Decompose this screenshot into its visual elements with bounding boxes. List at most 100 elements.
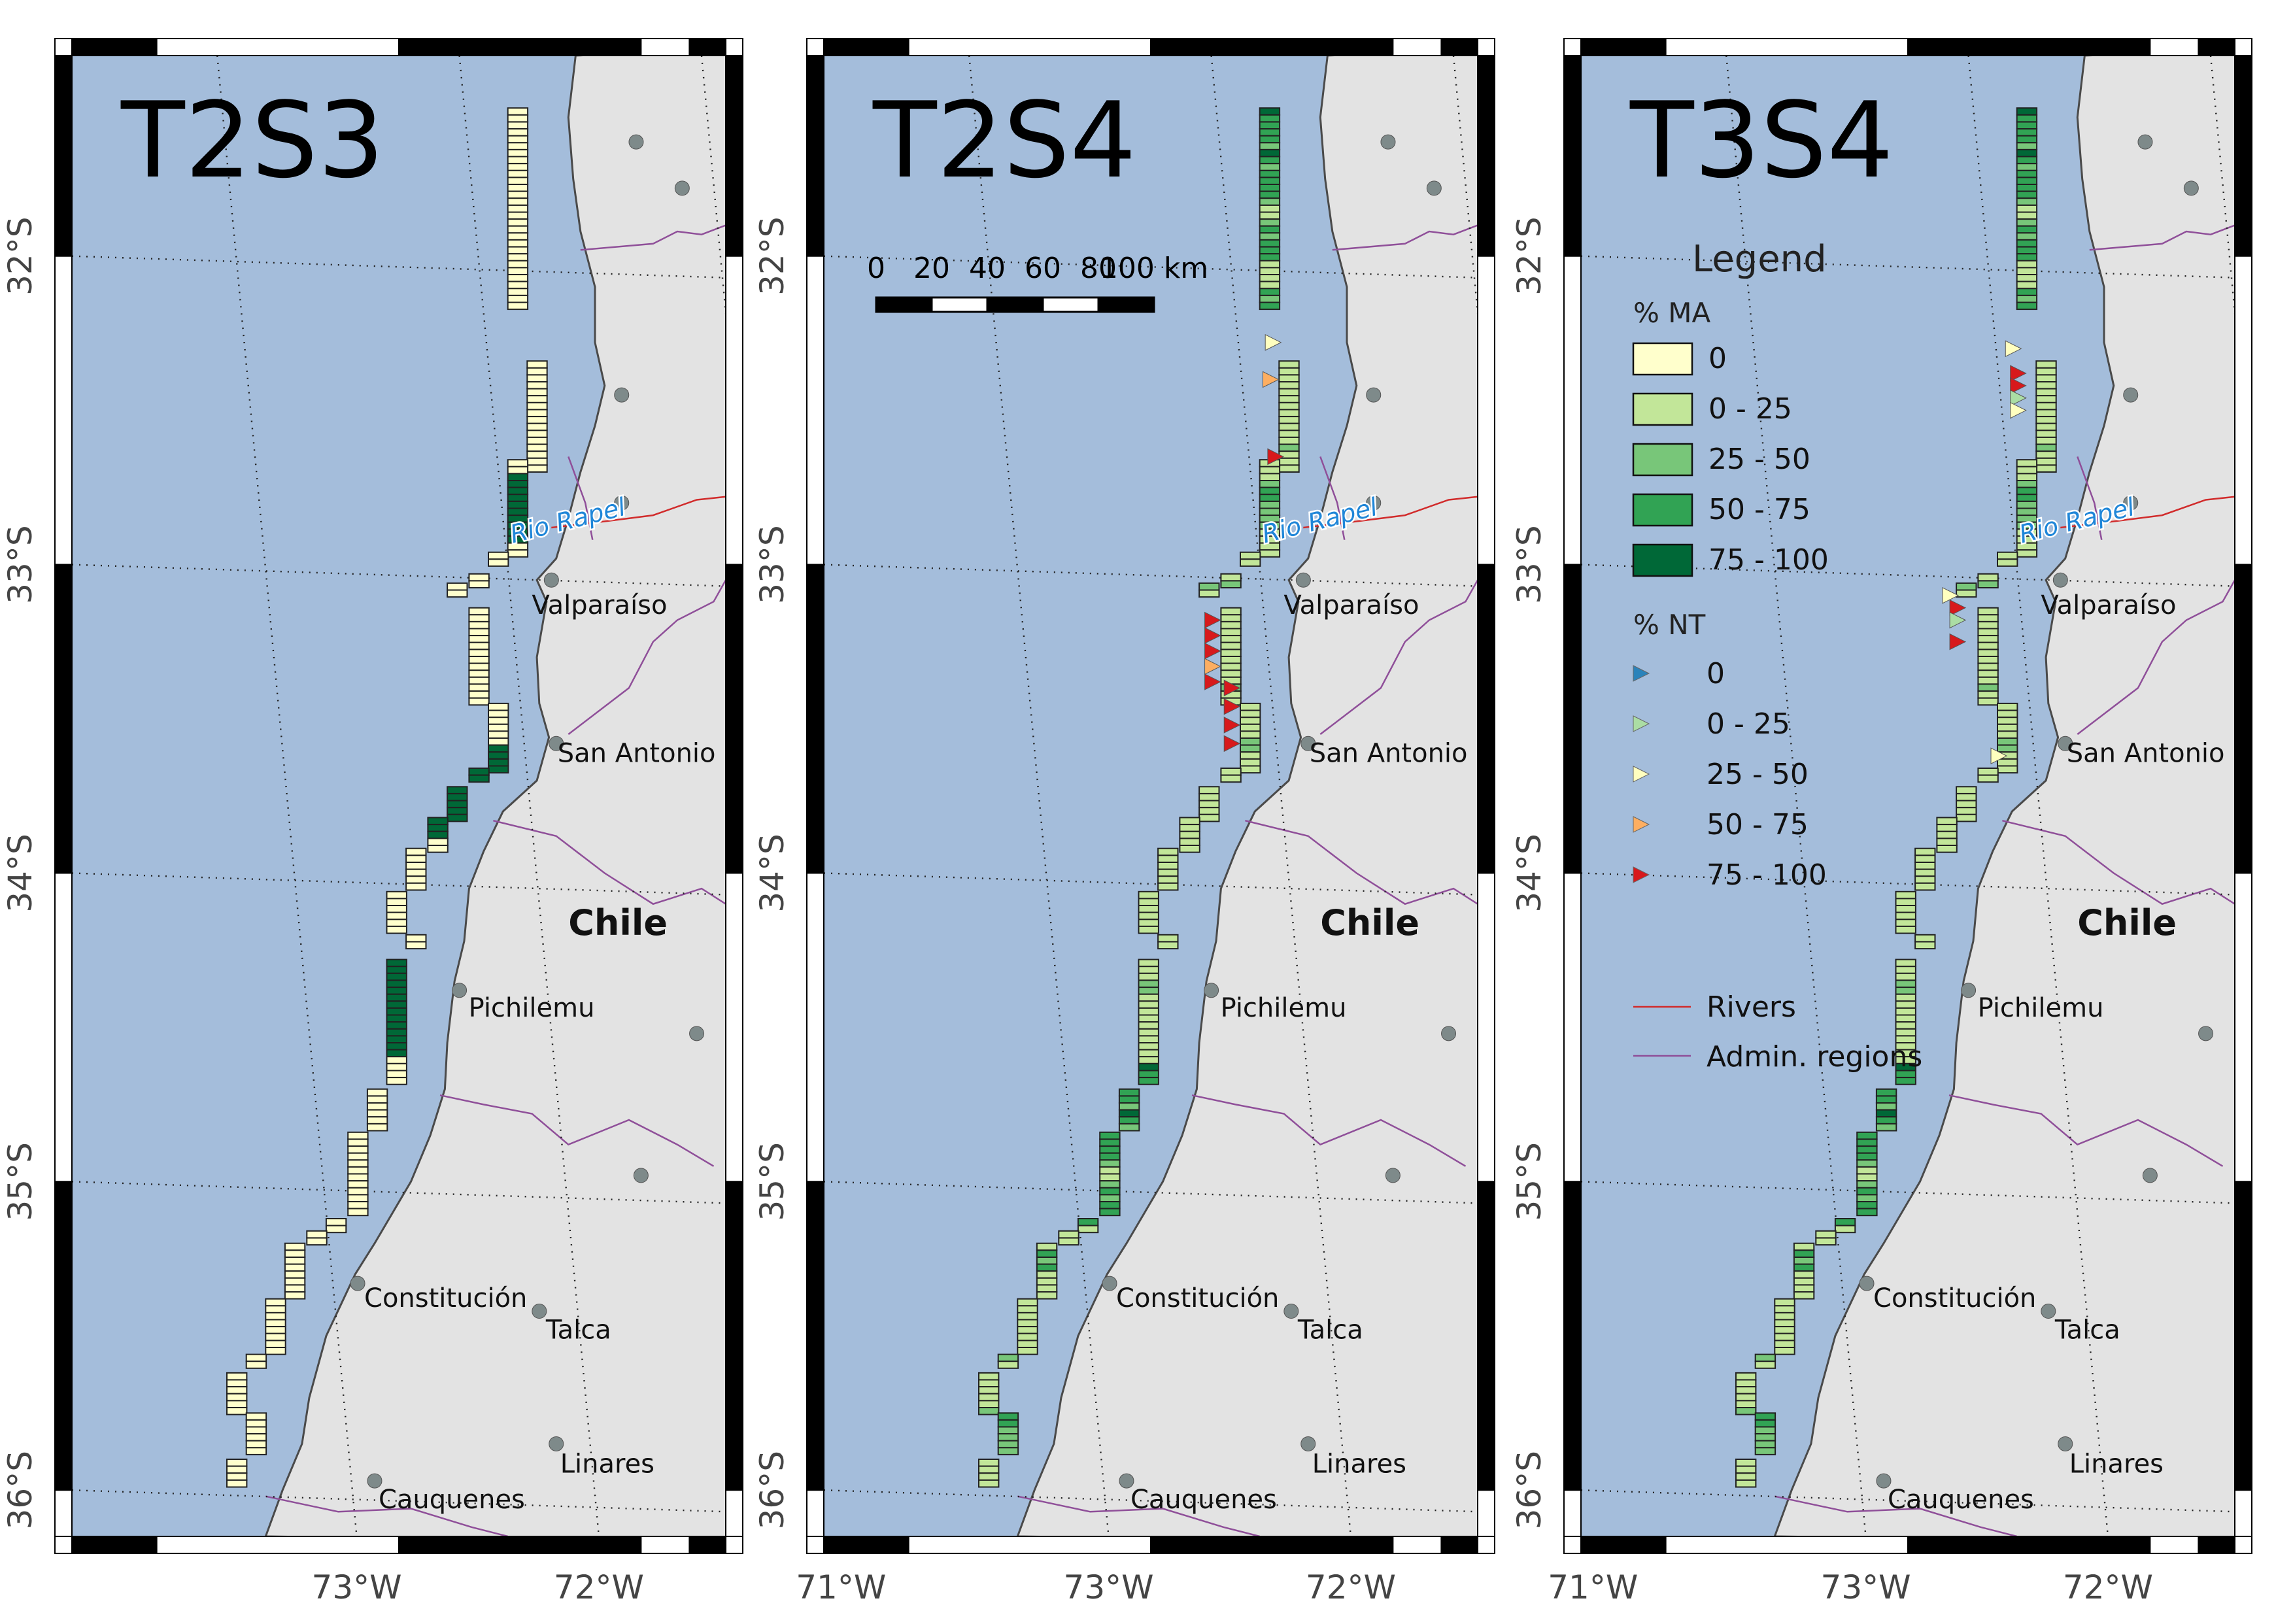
ma-cell <box>386 1007 407 1016</box>
ma-cell <box>1017 1319 1038 1328</box>
ma-cell <box>1259 494 1281 502</box>
ma-cell <box>1259 121 1281 130</box>
frame-bar <box>640 1536 690 1554</box>
ma-cell <box>284 1249 306 1258</box>
ma-cell <box>507 197 529 206</box>
ma-cell <box>1138 1000 1159 1009</box>
city-marker <box>452 983 467 998</box>
ma-cell <box>1036 1284 1058 1293</box>
ma-cell <box>1220 635 1242 643</box>
nt-marker <box>2010 401 2027 419</box>
ma-cell <box>1856 1201 1878 1210</box>
ma-cell <box>2016 163 2038 171</box>
ma-cell <box>226 1393 248 1402</box>
scale-bar-segment <box>930 296 989 313</box>
ma-cell <box>1977 662 1999 671</box>
ma-cell <box>978 1372 1000 1381</box>
legend-nt-marker <box>1633 715 1650 732</box>
ma-cell <box>226 1407 248 1415</box>
river-rapel <box>551 496 726 529</box>
ma-cell <box>526 409 548 418</box>
ma-cell <box>468 607 490 616</box>
ma-cell <box>447 582 468 591</box>
ma-cell <box>1278 416 1300 424</box>
city-label: Valparaíso <box>1283 590 1419 620</box>
ma-cell <box>2035 388 2057 397</box>
ma-cell <box>1278 395 1300 403</box>
ma-cell <box>1259 225 1281 234</box>
ma-cell <box>488 702 509 711</box>
ma-cell <box>386 919 407 927</box>
ma-cell <box>245 1412 267 1421</box>
ma-cell <box>1735 1459 1757 1467</box>
legend-ma-label: 0 <box>1708 342 1727 375</box>
ma-cell <box>1875 1116 1897 1125</box>
ma-cell <box>1240 709 1261 719</box>
scale-bar-segment <box>875 296 933 313</box>
ma-cell <box>1754 1447 1776 1455</box>
ma-cell <box>1220 768 1242 776</box>
ma-cell <box>265 1326 286 1334</box>
ma-cell <box>1240 558 1261 567</box>
frame-bar <box>1477 255 1495 566</box>
lat-tick-label: 32°S <box>753 217 791 296</box>
ma-cell <box>1259 549 1281 558</box>
nt-marker <box>1267 448 1285 465</box>
frame-bar <box>1392 38 1442 56</box>
ma-cell <box>347 1145 369 1154</box>
lon-tick-label: 71°W <box>1548 1568 1638 1606</box>
frame-bar <box>1477 1181 1495 1491</box>
city-marker <box>549 1436 564 1451</box>
ma-cell <box>1259 280 1281 290</box>
city-marker <box>350 1276 365 1291</box>
ma-cell <box>245 1440 267 1449</box>
ma-cell <box>1774 1319 1795 1328</box>
ma-cell <box>1157 854 1179 863</box>
lon-tick-label: 72°W <box>554 1568 644 1606</box>
ma-cell <box>1179 837 1200 847</box>
ma-cell <box>1278 430 1300 438</box>
ma-cell <box>2016 294 2038 303</box>
ma-cell <box>2016 486 2038 496</box>
river-rapel <box>2060 496 2235 529</box>
ma-cell <box>2016 459 2038 467</box>
frame-bar <box>2198 1536 2236 1554</box>
ma-cell <box>997 1440 1019 1449</box>
nt-marker <box>1223 735 1241 753</box>
ma-cell <box>1138 1007 1159 1016</box>
ma-cell <box>1138 898 1159 907</box>
city-label: Constitución <box>1873 1283 2036 1313</box>
ma-cell <box>526 464 548 473</box>
ma-cell <box>386 966 407 974</box>
lon-tick-label: 72°W <box>1306 1568 1396 1606</box>
ma-cell <box>507 294 529 303</box>
map-border <box>823 55 1478 1537</box>
ma-cell <box>1240 751 1261 760</box>
ma-cell <box>347 1166 369 1175</box>
ma-cell <box>1259 148 1281 158</box>
legend-regions-label: Admin. regions <box>1707 1040 1922 1074</box>
land-chile <box>264 56 726 1536</box>
ma-cell <box>1735 1393 1757 1402</box>
nt-marker <box>2005 340 2022 358</box>
ma-cell <box>1220 628 1242 637</box>
ma-cell <box>1278 401 1300 411</box>
map-content: Valparaíso San Antonio Pichilemu Constituci… <box>1581 56 2235 1536</box>
ma-cell <box>1977 628 1999 637</box>
ma-cell <box>1895 993 1916 1002</box>
scale-bar-tick-label: 20 <box>913 252 950 285</box>
ma-cell <box>1259 218 1281 227</box>
ma-cell <box>386 898 407 907</box>
lat-tick-label: 32°S <box>1510 217 1548 296</box>
frame-bar <box>71 1536 158 1554</box>
nt-marker <box>1204 673 1221 690</box>
frame-bar <box>71 38 158 56</box>
ma-cell <box>1895 1007 1916 1016</box>
ma-cell <box>978 1400 1000 1408</box>
graticule-parallel <box>824 872 1478 896</box>
ma-cell <box>347 1173 369 1182</box>
ma-cell <box>265 1340 286 1349</box>
ma-cell <box>468 635 490 643</box>
ma-cell <box>386 979 407 989</box>
